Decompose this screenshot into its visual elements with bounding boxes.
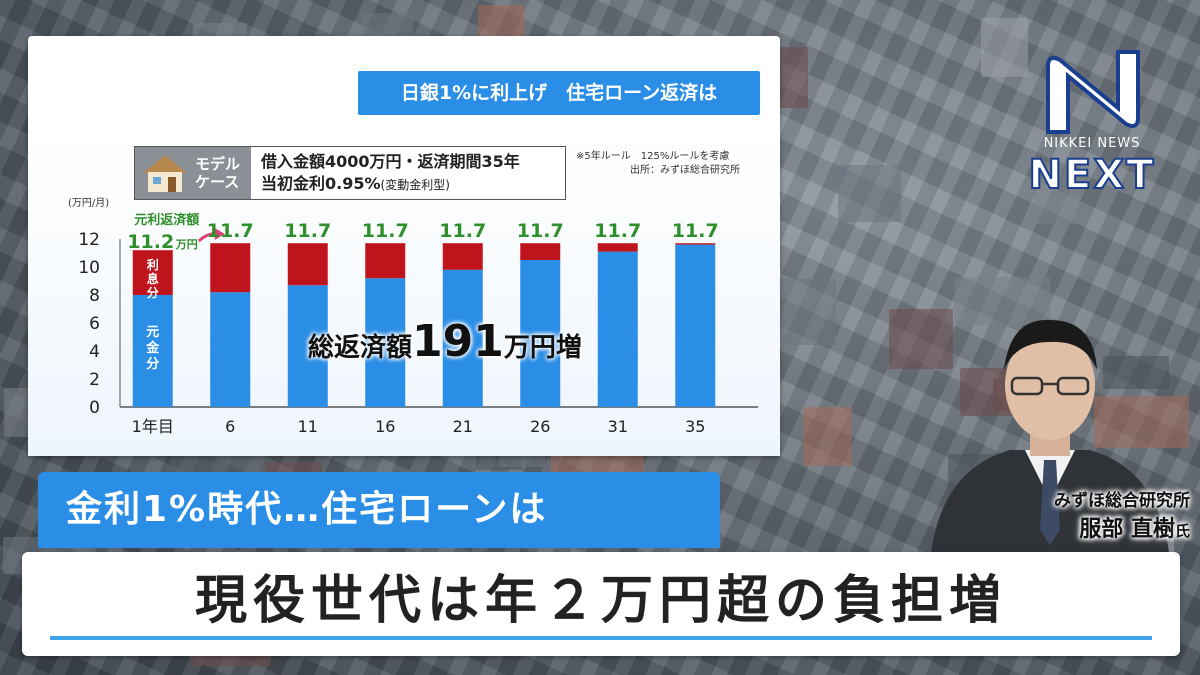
house-roof <box>1102 356 1170 390</box>
y-tick-label: 6 <box>89 314 100 334</box>
data-label: 11.7 <box>284 220 331 242</box>
sub-headline: 金利1%時代…住宅ローンは <box>38 472 720 548</box>
bar-principal <box>365 278 406 407</box>
data-label: 11.7 <box>517 220 564 242</box>
bar-principal <box>520 260 561 407</box>
house-roof <box>837 164 902 223</box>
principal-label: 金 <box>145 340 160 356</box>
logo-brand: NIKKEI NEWS <box>1043 136 1141 151</box>
x-tick-label: 11 <box>298 417 318 436</box>
guest-name: 服部 直樹 <box>1079 517 1175 542</box>
bar-interest <box>210 243 251 293</box>
bar-interest <box>442 243 483 270</box>
principal-label: 元 <box>146 325 159 340</box>
bar-interest <box>365 243 406 279</box>
model-case-details: 借入金額4000万円・返済期間35年 当初金利0.95%(変動金利型) <box>261 151 520 196</box>
chart-title: 日銀1%に利上げ 住宅ローン返済は <box>358 71 760 115</box>
y-tick-label: 2 <box>89 370 100 390</box>
principal-label: 分 <box>146 356 159 372</box>
y-axis-label: (万円/月) <box>68 197 109 209</box>
model-label-line2: ケース <box>195 173 240 191</box>
bar-interest <box>597 243 638 252</box>
bar-interest <box>675 243 716 245</box>
guest-caption: みずほ総合研究所 服部 直樹氏 <box>920 486 1190 543</box>
bar-principal <box>210 292 251 407</box>
data-label: 11.7 <box>672 220 719 242</box>
interest-label: 分 <box>147 285 159 300</box>
note-rule: ※5年ルール 125%ルールを考慮 <box>576 151 730 162</box>
interest-label: 利 <box>147 257 159 272</box>
x-tick-label: 1年目 <box>132 417 174 436</box>
presenter-image <box>930 319 1170 560</box>
total-number: 191 <box>412 316 504 367</box>
bar-interest <box>287 243 328 286</box>
main-headline: 現役世代は年２万円超の負担増 <box>194 571 1007 631</box>
model-line2-main: 当初金利0.95% <box>261 174 381 193</box>
x-tick-label: 21 <box>453 417 473 436</box>
arrow-head-icon <box>214 228 225 240</box>
y-tick-label: 0 <box>89 398 100 418</box>
house-roof <box>1032 162 1081 224</box>
x-tick-label: 26 <box>530 417 550 436</box>
note-source: 出所：みずほ総合研究所 <box>630 165 740 176</box>
bar-interest <box>520 243 561 260</box>
logo-name: NEXT <box>1028 151 1156 199</box>
data-label: 11.2 <box>127 231 174 253</box>
model-line2-note: (変動金利型) <box>380 178 450 192</box>
x-tick-label: 16 <box>375 417 395 436</box>
data-label-unit: 万円 <box>175 238 198 251</box>
y-tick-label: 12 <box>78 230 100 250</box>
model-case-box: モデル ケース 借入金額4000万円・返済期間35年 当初金利0.95%(変動金… <box>134 146 566 200</box>
data-label: 11.7 <box>439 220 486 242</box>
interest-label: 息 <box>147 271 159 286</box>
bar-principal <box>597 251 638 407</box>
total-increase-label: 総返済額191万円増 <box>308 316 582 367</box>
model-line1: 借入金額4000万円・返済期間35年 <box>261 152 520 171</box>
nikkei-news-next-logo: NIKKEI NEWS NEXT <box>1018 46 1166 206</box>
model-line2: 当初金利0.95%(変動金利型) <box>261 173 520 196</box>
main-headline-banner: 現役世代は年２万円超の負担増 <box>22 552 1180 656</box>
y-tick-label: 8 <box>89 286 100 306</box>
house-roof <box>954 276 1050 325</box>
guest-suffix: 氏 <box>1174 522 1190 540</box>
model-label-line1: モデル <box>195 155 241 173</box>
first-total-caption: 元利返済額 <box>134 212 199 228</box>
data-label: 11.7 <box>362 220 409 242</box>
house-roof <box>889 308 953 369</box>
house-roof <box>980 17 1029 77</box>
data-label: 11.7 <box>594 220 641 242</box>
chart-notes: ※5年ルール 125%ルールを考慮 出所：みずほ総合研究所 <box>576 150 740 178</box>
guest-org: みずほ総合研究所 <box>1054 491 1190 511</box>
house-roof <box>802 407 853 466</box>
y-tick-label: 4 <box>89 342 100 362</box>
bar-principal <box>675 244 716 407</box>
n-logo-icon <box>1046 50 1140 134</box>
chart-card: 日銀1%に利上げ 住宅ローン返済は モデル ケース 借入金額4000万円・返済期… <box>28 36 780 456</box>
data-label: 11.7 <box>207 220 254 242</box>
house-roof <box>1093 395 1189 448</box>
bar-interest <box>132 250 173 295</box>
bar-principal <box>132 295 173 407</box>
total-prefix: 総返済額 <box>308 333 413 363</box>
bar-principal <box>287 285 328 407</box>
x-tick-label: 31 <box>608 417 628 436</box>
bar-principal <box>442 269 483 407</box>
x-tick-label: 35 <box>685 417 705 436</box>
headline-underline <box>50 636 1152 640</box>
total-suffix: 万円増 <box>503 333 582 363</box>
x-tick-label: 6 <box>225 417 235 436</box>
model-case-label: モデル ケース <box>135 147 251 199</box>
y-tick-label: 10 <box>78 258 100 278</box>
house-icon <box>143 155 187 192</box>
